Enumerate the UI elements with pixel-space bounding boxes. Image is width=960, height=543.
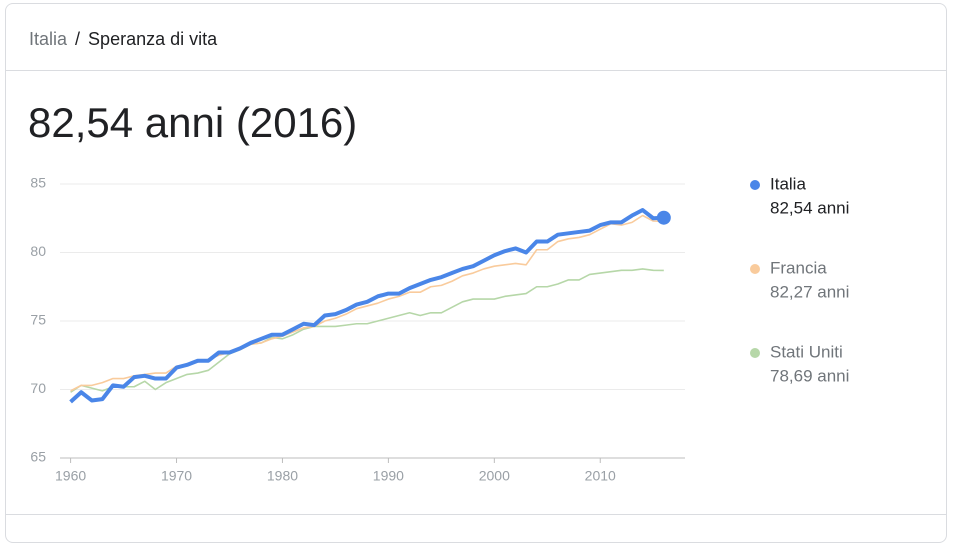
legend-label: Francia xyxy=(770,258,827,277)
breadcrumb-separator: / xyxy=(75,29,81,49)
series-line xyxy=(70,214,664,392)
breadcrumb-current: Speranza di vita xyxy=(88,29,218,49)
breadcrumb: Italia / Speranza di vita xyxy=(29,29,217,50)
series-line xyxy=(70,268,664,393)
page: {"header": {"parent": "Italia", "separat… xyxy=(5,3,947,543)
legend-label: Italia xyxy=(770,174,806,193)
legend-value: 78,69 anni xyxy=(770,366,849,385)
legend-value: 82,54 anni xyxy=(770,198,849,217)
legend-label: Stati Uniti xyxy=(770,342,843,361)
x-tick-label: 1990 xyxy=(373,468,404,484)
end-point xyxy=(656,210,671,225)
x-tick-label: 2010 xyxy=(585,468,616,484)
divider xyxy=(6,514,947,515)
y-tick-label: 70 xyxy=(30,380,46,396)
legend-value: 82,27 anni xyxy=(770,282,849,301)
x-tick-label: 1960 xyxy=(55,468,86,484)
y-tick-label: 75 xyxy=(30,312,46,328)
breadcrumb-parent[interactable]: Italia xyxy=(29,29,68,49)
x-tick-label: 2000 xyxy=(479,468,510,484)
chart-title: 82,54 anni (2016) xyxy=(28,99,357,146)
x-tick-label: 1970 xyxy=(161,468,192,484)
y-tick-label: 85 xyxy=(30,175,46,191)
legend-marker xyxy=(750,180,760,190)
legend-marker xyxy=(750,348,760,358)
y-tick-label: 65 xyxy=(30,449,46,465)
series-line xyxy=(69,208,664,404)
chart: 82,54 anni (2016) 65 70 75 80 85 1960 1970 1980… xyxy=(28,99,849,484)
y-tick-label: 80 xyxy=(30,243,46,259)
legend-marker xyxy=(750,264,760,274)
x-tick-label: 1980 xyxy=(267,468,298,484)
divider xyxy=(6,70,946,71)
